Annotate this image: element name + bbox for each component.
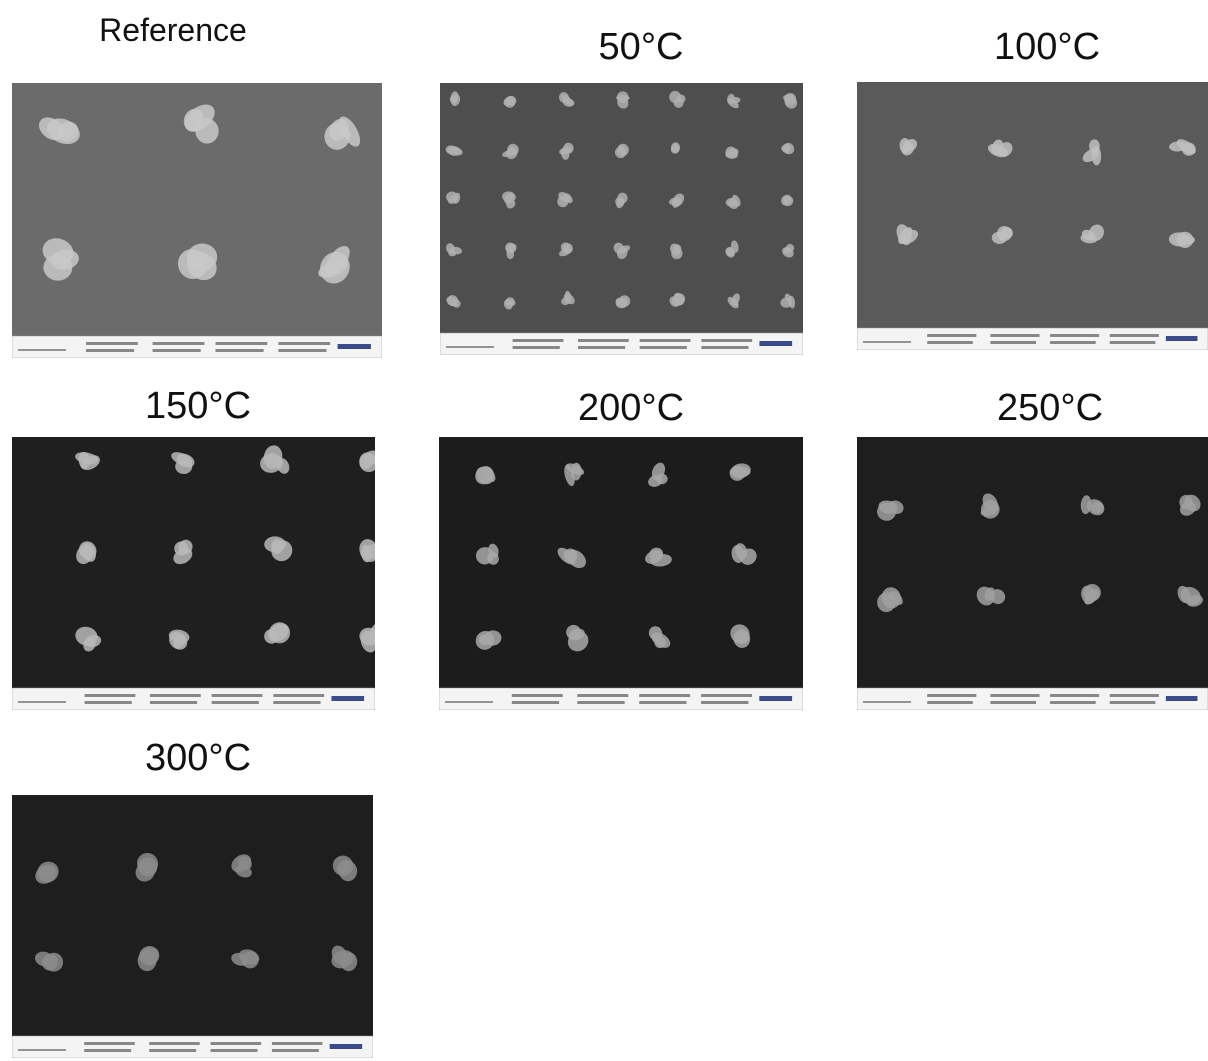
image-background: [857, 82, 1208, 328]
info-text: [272, 1049, 319, 1052]
info-text: [216, 349, 264, 352]
info-text: [84, 1042, 135, 1045]
panel-label: Reference: [99, 12, 247, 49]
sem-image: [12, 83, 382, 358]
info-text: [1110, 694, 1159, 697]
info-text: [927, 701, 973, 704]
info-text: [990, 701, 1036, 704]
info-text: [512, 694, 563, 697]
info-text: [1050, 694, 1099, 697]
info-text: [577, 694, 628, 697]
panel-label: 200°C: [578, 387, 684, 430]
info-text: [85, 701, 132, 704]
panel-label: 100°C: [994, 26, 1100, 69]
info-text: [153, 342, 205, 345]
info-text: [1110, 341, 1156, 344]
info-text: [990, 334, 1039, 337]
sem-image: [12, 795, 373, 1058]
info-text: [216, 342, 268, 345]
info-text: [278, 342, 330, 345]
info-text: [150, 694, 201, 697]
info-text: [513, 346, 560, 349]
figure: Reference50°C100°C150°C200°C250°C300°C (…: [0, 0, 1208, 1061]
panel-label: 50°C: [599, 26, 684, 69]
info-bar: [857, 688, 1208, 710]
info-bar: [12, 1036, 373, 1058]
panel-label: 300°C: [145, 737, 251, 780]
info-text: [272, 1042, 323, 1045]
info-text: [927, 334, 976, 337]
info-bar: [440, 333, 803, 355]
info-text: [701, 339, 752, 342]
info-text: [640, 339, 691, 342]
info-text: [150, 701, 197, 704]
info-text: [1050, 701, 1096, 704]
info-text: [149, 1049, 196, 1052]
panel-label: 250°C: [997, 387, 1103, 430]
logo: [759, 696, 792, 701]
info-text: [212, 694, 263, 697]
info-text: [153, 349, 201, 352]
image-background: [440, 83, 803, 333]
info-text: [211, 1049, 258, 1052]
info-text: [84, 1049, 131, 1052]
image-background: [857, 437, 1208, 688]
info-text: [86, 349, 134, 352]
info-text: [927, 694, 976, 697]
info-bar: [439, 688, 803, 710]
info-text: [212, 701, 259, 704]
info-text: [639, 701, 686, 704]
info-text: [990, 341, 1036, 344]
info-text: [701, 346, 748, 349]
info-text: [1050, 341, 1096, 344]
logo: [331, 696, 364, 701]
image-background: [12, 795, 373, 1036]
logo: [1166, 336, 1198, 341]
info-text: [640, 346, 687, 349]
info-text: [273, 701, 320, 704]
sem-image: [439, 437, 803, 710]
info-text: [701, 701, 748, 704]
logo: [338, 344, 371, 349]
logo: [759, 341, 792, 346]
sem-image: [857, 437, 1208, 710]
particle: [669, 91, 681, 103]
logo: [1166, 696, 1198, 701]
info-text: [86, 342, 138, 345]
info-text: [639, 694, 690, 697]
info-bar: [12, 336, 382, 358]
panel-label: 150°C: [145, 385, 251, 428]
sem-image: [12, 437, 375, 710]
sem-image: [857, 82, 1208, 350]
sem-image: [440, 83, 803, 355]
info-text: [278, 349, 326, 352]
info-text: [577, 701, 624, 704]
info-text: [149, 1042, 200, 1045]
info-bar: [857, 328, 1208, 350]
info-text: [85, 694, 136, 697]
info-text: [1110, 701, 1156, 704]
info-text: [578, 346, 625, 349]
info-text: [512, 701, 559, 704]
info-text: [927, 341, 973, 344]
image-background: [12, 437, 375, 688]
info-text: [513, 339, 564, 342]
info-text: [701, 694, 752, 697]
info-text: [211, 1042, 262, 1045]
info-bar: [12, 688, 375, 710]
info-text: [990, 694, 1039, 697]
info-text: [578, 339, 629, 342]
info-text: [1110, 334, 1159, 337]
logo: [330, 1044, 362, 1049]
info-text: [273, 694, 324, 697]
info-text: [1050, 334, 1099, 337]
